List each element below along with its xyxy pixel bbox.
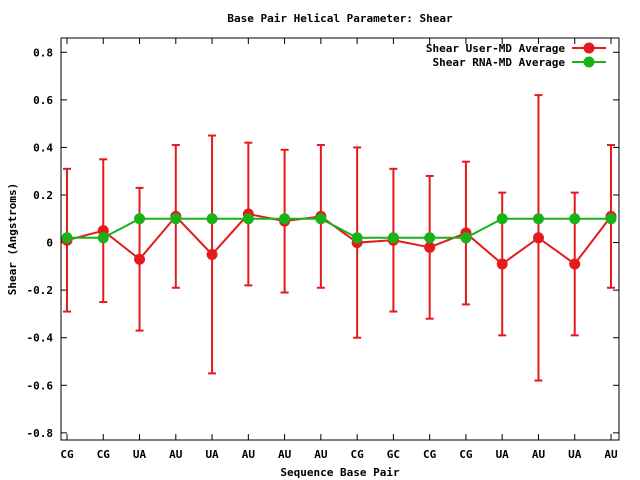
data-point	[532, 232, 544, 244]
x-tick-label: CG	[351, 448, 365, 461]
y-tick-label: -0.2	[27, 284, 54, 297]
data-point	[206, 248, 218, 260]
data-point	[424, 241, 436, 253]
y-tick-label: 0.8	[33, 46, 53, 59]
y-tick-label: 0	[46, 237, 53, 250]
data-point	[279, 213, 291, 225]
data-point	[460, 232, 472, 244]
y-axis-label: Shear (Angstroms)	[6, 183, 19, 296]
x-tick-label: AU	[532, 448, 546, 461]
x-tick-label: GC	[387, 448, 400, 461]
y-tick-label: -0.4	[27, 332, 54, 345]
x-tick-label: AU	[169, 448, 183, 461]
y-tick-label: -0.6	[27, 379, 54, 392]
data-point	[206, 213, 218, 225]
data-point	[315, 213, 327, 225]
x-tick-label: AU	[314, 448, 328, 461]
legend-marker	[583, 56, 595, 68]
x-tick-label: CG	[459, 448, 473, 461]
x-tick-label: CG	[60, 448, 74, 461]
x-tick-label: AU	[242, 448, 256, 461]
legend-label: Shear RNA-MD Average	[433, 56, 566, 69]
y-tick-label: 0.4	[33, 141, 53, 154]
data-point	[532, 213, 544, 225]
data-point	[496, 258, 508, 270]
data-point	[242, 213, 254, 225]
data-point	[424, 232, 436, 244]
series-2	[61, 213, 617, 244]
series-1	[61, 94, 617, 382]
plot-frame	[60, 37, 620, 441]
x-tick-label: AU	[604, 448, 618, 461]
y-tick-label: -0.8	[27, 427, 54, 440]
data-point	[569, 258, 581, 270]
data-point	[569, 213, 581, 225]
data-point	[605, 213, 617, 225]
data-point	[61, 232, 73, 244]
series-layer	[61, 94, 617, 382]
y-tick-label: 0.2	[33, 189, 53, 202]
chart-title: Base Pair Helical Parameter: Shear	[227, 12, 453, 25]
data-point	[170, 213, 182, 225]
series-line	[66, 212, 612, 266]
x-tick-label: CG	[423, 448, 437, 461]
legend-label: Shear User-MD Average	[426, 42, 565, 55]
data-point	[134, 213, 146, 225]
data-point	[496, 213, 508, 225]
x-tick-label: UA	[568, 448, 582, 461]
data-point	[351, 232, 363, 244]
y-tick-label: 0.6	[33, 94, 53, 107]
legend-marker	[583, 42, 595, 54]
series-line	[67, 217, 611, 239]
x-axis: CG CG UA AU UA AU AU AU CG GC CG CG UA AU UA AU	[60, 38, 618, 461]
x-axis-label: Sequence Base Pair	[280, 466, 400, 479]
data-point	[134, 253, 146, 265]
x-tick-label: AU	[278, 448, 292, 461]
x-tick-label: UA	[496, 448, 510, 461]
x-tick-label: UA	[205, 448, 219, 461]
y-axis: -0.8 -0.6 -0.4 -0.2 0 0.2 0.4 0.6 0.8	[27, 46, 619, 440]
data-point	[97, 232, 109, 244]
x-tick-label: CG	[97, 448, 111, 461]
x-tick-label: UA	[133, 448, 147, 461]
data-point	[387, 232, 399, 244]
